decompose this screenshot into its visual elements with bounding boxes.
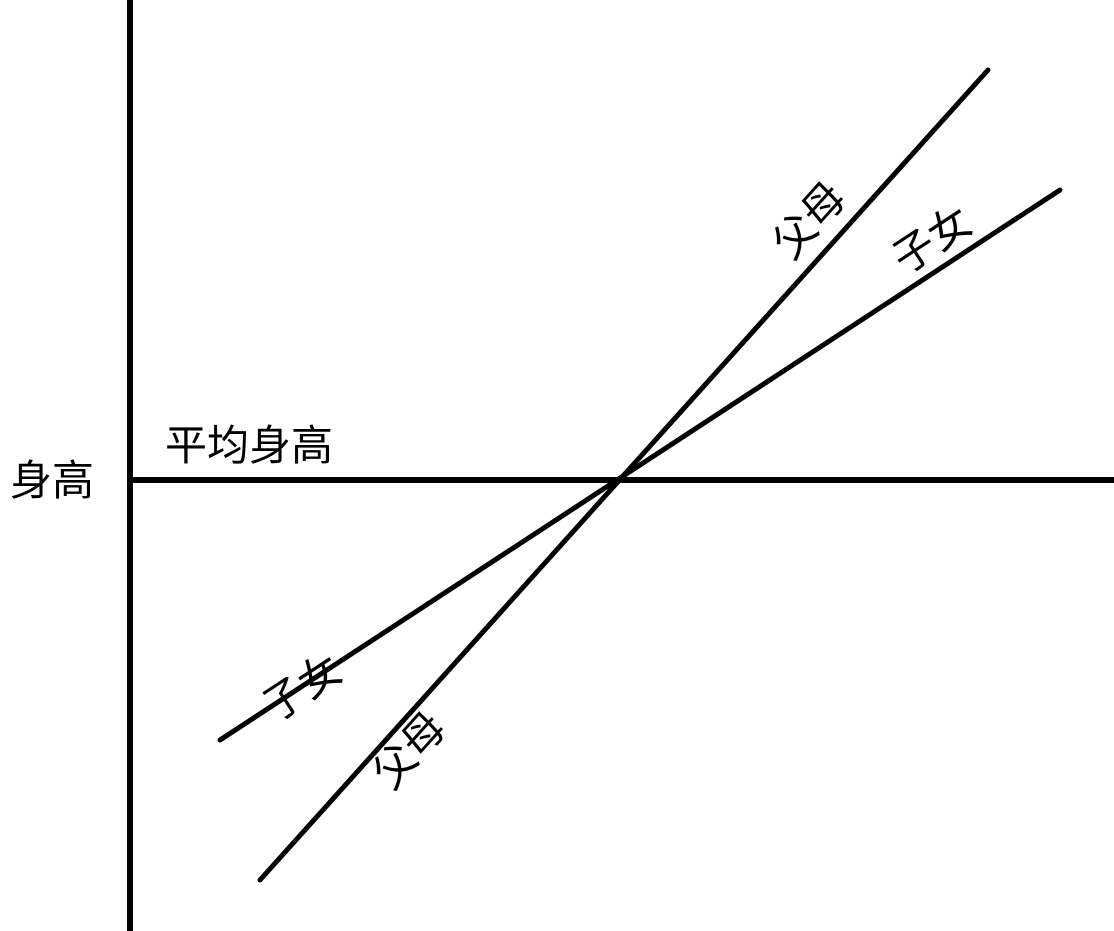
wechat-icon	[640, 852, 684, 896]
chart-svg: 身高平均身高父母子女子女父母	[0, 0, 1114, 931]
watermark: 教育研究与评论杂志	[640, 852, 946, 896]
regression-chart: 身高平均身高父母子女子女父母 教育研究与评论杂志	[0, 0, 1114, 931]
y-axis-label: 身高	[10, 459, 94, 505]
mean-line-label: 平均身高	[165, 424, 333, 470]
watermark-text: 教育研究与评论杂志	[694, 854, 946, 894]
